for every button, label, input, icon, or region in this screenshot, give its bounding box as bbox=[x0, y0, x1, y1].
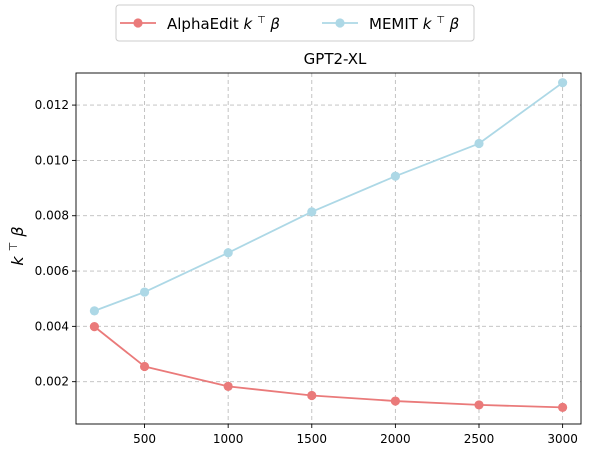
data-point bbox=[307, 207, 317, 217]
legend-entry-memit: MEMIT k ⊤ β bbox=[322, 15, 460, 33]
data-point bbox=[139, 361, 150, 372]
x-tick-label: 3000 bbox=[547, 432, 578, 446]
data-point bbox=[139, 287, 150, 297]
series-alphaedit bbox=[89, 322, 568, 413]
y-axis-label: k ⊤ β bbox=[7, 226, 27, 265]
series-line bbox=[93, 325, 563, 409]
x-tick-label: 1500 bbox=[297, 432, 328, 446]
chart-title: GPT2-XL bbox=[304, 50, 367, 68]
data-point bbox=[558, 78, 568, 88]
data-point bbox=[89, 322, 99, 332]
data-point bbox=[223, 248, 233, 258]
svg-text:k ⊤ β: k ⊤ β bbox=[7, 226, 27, 265]
legend-items: AlphaEdit k ⊤ β MEMIT k ⊤ β bbox=[120, 15, 460, 33]
data-point bbox=[223, 381, 233, 391]
legend-label: MEMIT k ⊤ β bbox=[369, 15, 460, 33]
series-memit bbox=[89, 78, 568, 316]
legend-label: AlphaEdit k ⊤ β bbox=[167, 15, 280, 33]
data-point bbox=[390, 396, 400, 406]
data-point bbox=[558, 402, 568, 413]
y-tick-label: 0.012 bbox=[35, 98, 69, 112]
x-tick-label: 500 bbox=[133, 432, 156, 446]
plot-frame bbox=[75, 72, 582, 425]
x-tick-label: 2500 bbox=[464, 432, 495, 446]
legend-marker bbox=[335, 18, 345, 28]
legend: AlphaEdit k ⊤ β MEMIT k ⊤ β bbox=[115, 4, 475, 42]
data-point bbox=[89, 306, 99, 316]
legend-marker bbox=[133, 18, 143, 28]
y-tick-label: 0.006 bbox=[35, 264, 69, 278]
y-tick-label: 0.004 bbox=[35, 319, 69, 333]
data-point bbox=[474, 138, 484, 149]
x-tick-label: 2000 bbox=[380, 432, 411, 446]
data-point bbox=[474, 400, 484, 410]
series-line bbox=[94, 81, 564, 312]
data-point bbox=[307, 390, 317, 401]
y-tick-label: 0.002 bbox=[35, 375, 69, 389]
legend-entry-alphaedit: AlphaEdit k ⊤ β bbox=[120, 15, 280, 33]
series-layer bbox=[89, 78, 568, 413]
ticks-layer: 500 1000 1500 2000 2500 3000 0.002 0.004 0.006 0.… bbox=[35, 98, 578, 446]
x-tick-label: 1000 bbox=[213, 432, 244, 446]
grid-layer bbox=[76, 73, 581, 424]
legend-box bbox=[115, 4, 475, 42]
data-point bbox=[390, 171, 400, 181]
y-tick-label: 0.010 bbox=[35, 153, 69, 167]
y-tick-label: 0.008 bbox=[35, 209, 69, 223]
